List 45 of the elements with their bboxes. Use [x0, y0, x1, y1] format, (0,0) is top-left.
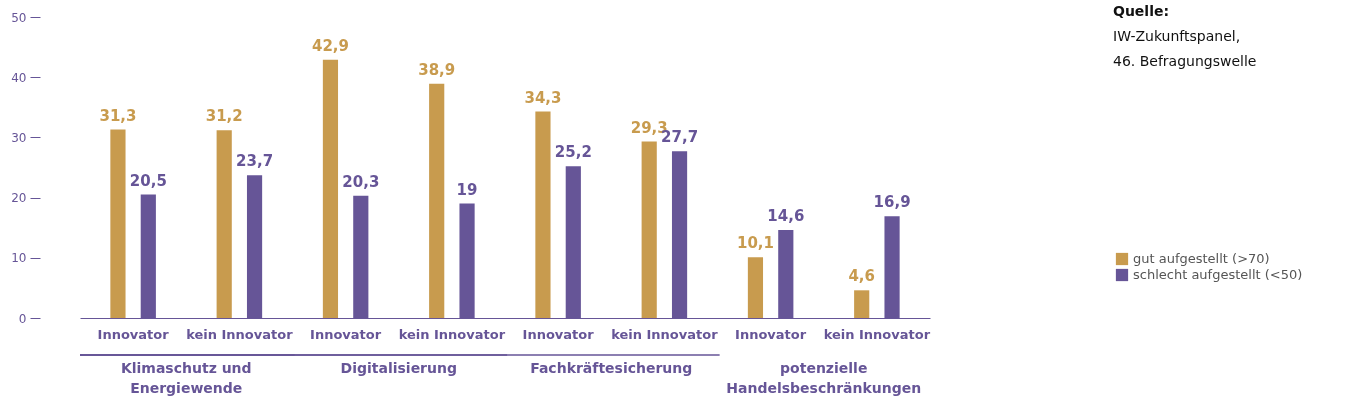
- x-tick-label: Innovator: [97, 326, 170, 342]
- bar: [429, 83, 445, 318]
- data-label: 42,9: [311, 36, 349, 55]
- data-label: 25,2: [554, 143, 592, 162]
- x-tick-label: kein Innovator: [823, 326, 931, 342]
- bar: [535, 111, 551, 318]
- data-label: 31,2: [205, 107, 243, 126]
- x-tick-label: Innovator: [735, 326, 807, 342]
- data-label: 31,3: [99, 106, 137, 125]
- x-tick-label: Innovator: [310, 326, 382, 342]
- y-tick-label: 50: [11, 10, 27, 25]
- data-label: 34,3: [524, 88, 562, 107]
- legend-label: schlecht aufgestellt (<50): [1133, 267, 1303, 282]
- text: Fachkräftesicherung: [530, 360, 693, 376]
- data-label: 20,3: [342, 172, 380, 191]
- text: 46. Befragungswelle: [1113, 53, 1257, 69]
- x-tick-label: kein Innovator: [611, 326, 719, 342]
- text: IW-Zukunftspanel,: [1113, 28, 1241, 44]
- y-tick-label: 20: [11, 191, 27, 206]
- data-label: 23,7: [236, 152, 274, 171]
- y-tick-label: 30: [11, 130, 27, 145]
- x-tick-label: Innovator: [522, 326, 595, 342]
- data-label: 16,9: [873, 193, 911, 212]
- x-tick-label: kein Innovator: [186, 326, 294, 342]
- text: Digitalisierung: [340, 360, 457, 376]
- data-label: 20,5: [129, 171, 167, 190]
- source-note: Quelle:: [1113, 3, 1170, 19]
- bar: [322, 59, 339, 318]
- y-tick-label: 10: [11, 251, 27, 266]
- bar: [747, 257, 764, 318]
- y-tick-label: 0: [18, 311, 27, 326]
- legend-label: gut aufgestellt (>70): [1133, 251, 1270, 266]
- bar: [110, 129, 126, 318]
- data-label: 10,1: [736, 234, 774, 253]
- bar: [216, 130, 232, 318]
- y-tick-label: 40: [11, 70, 27, 85]
- data-label: 38,9: [418, 60, 456, 79]
- data-label: 4,6: [848, 267, 875, 286]
- data-label: 14,6: [767, 207, 805, 226]
- x-tick-label: kein Innovator: [398, 326, 506, 342]
- bar: [854, 290, 870, 318]
- bar: [641, 141, 657, 318]
- data-label: 19: [456, 180, 478, 199]
- text: Klimaschutz und Energiewende: [120, 360, 252, 396]
- text: potenzielle Handelsbeschränkungen: [726, 360, 922, 396]
